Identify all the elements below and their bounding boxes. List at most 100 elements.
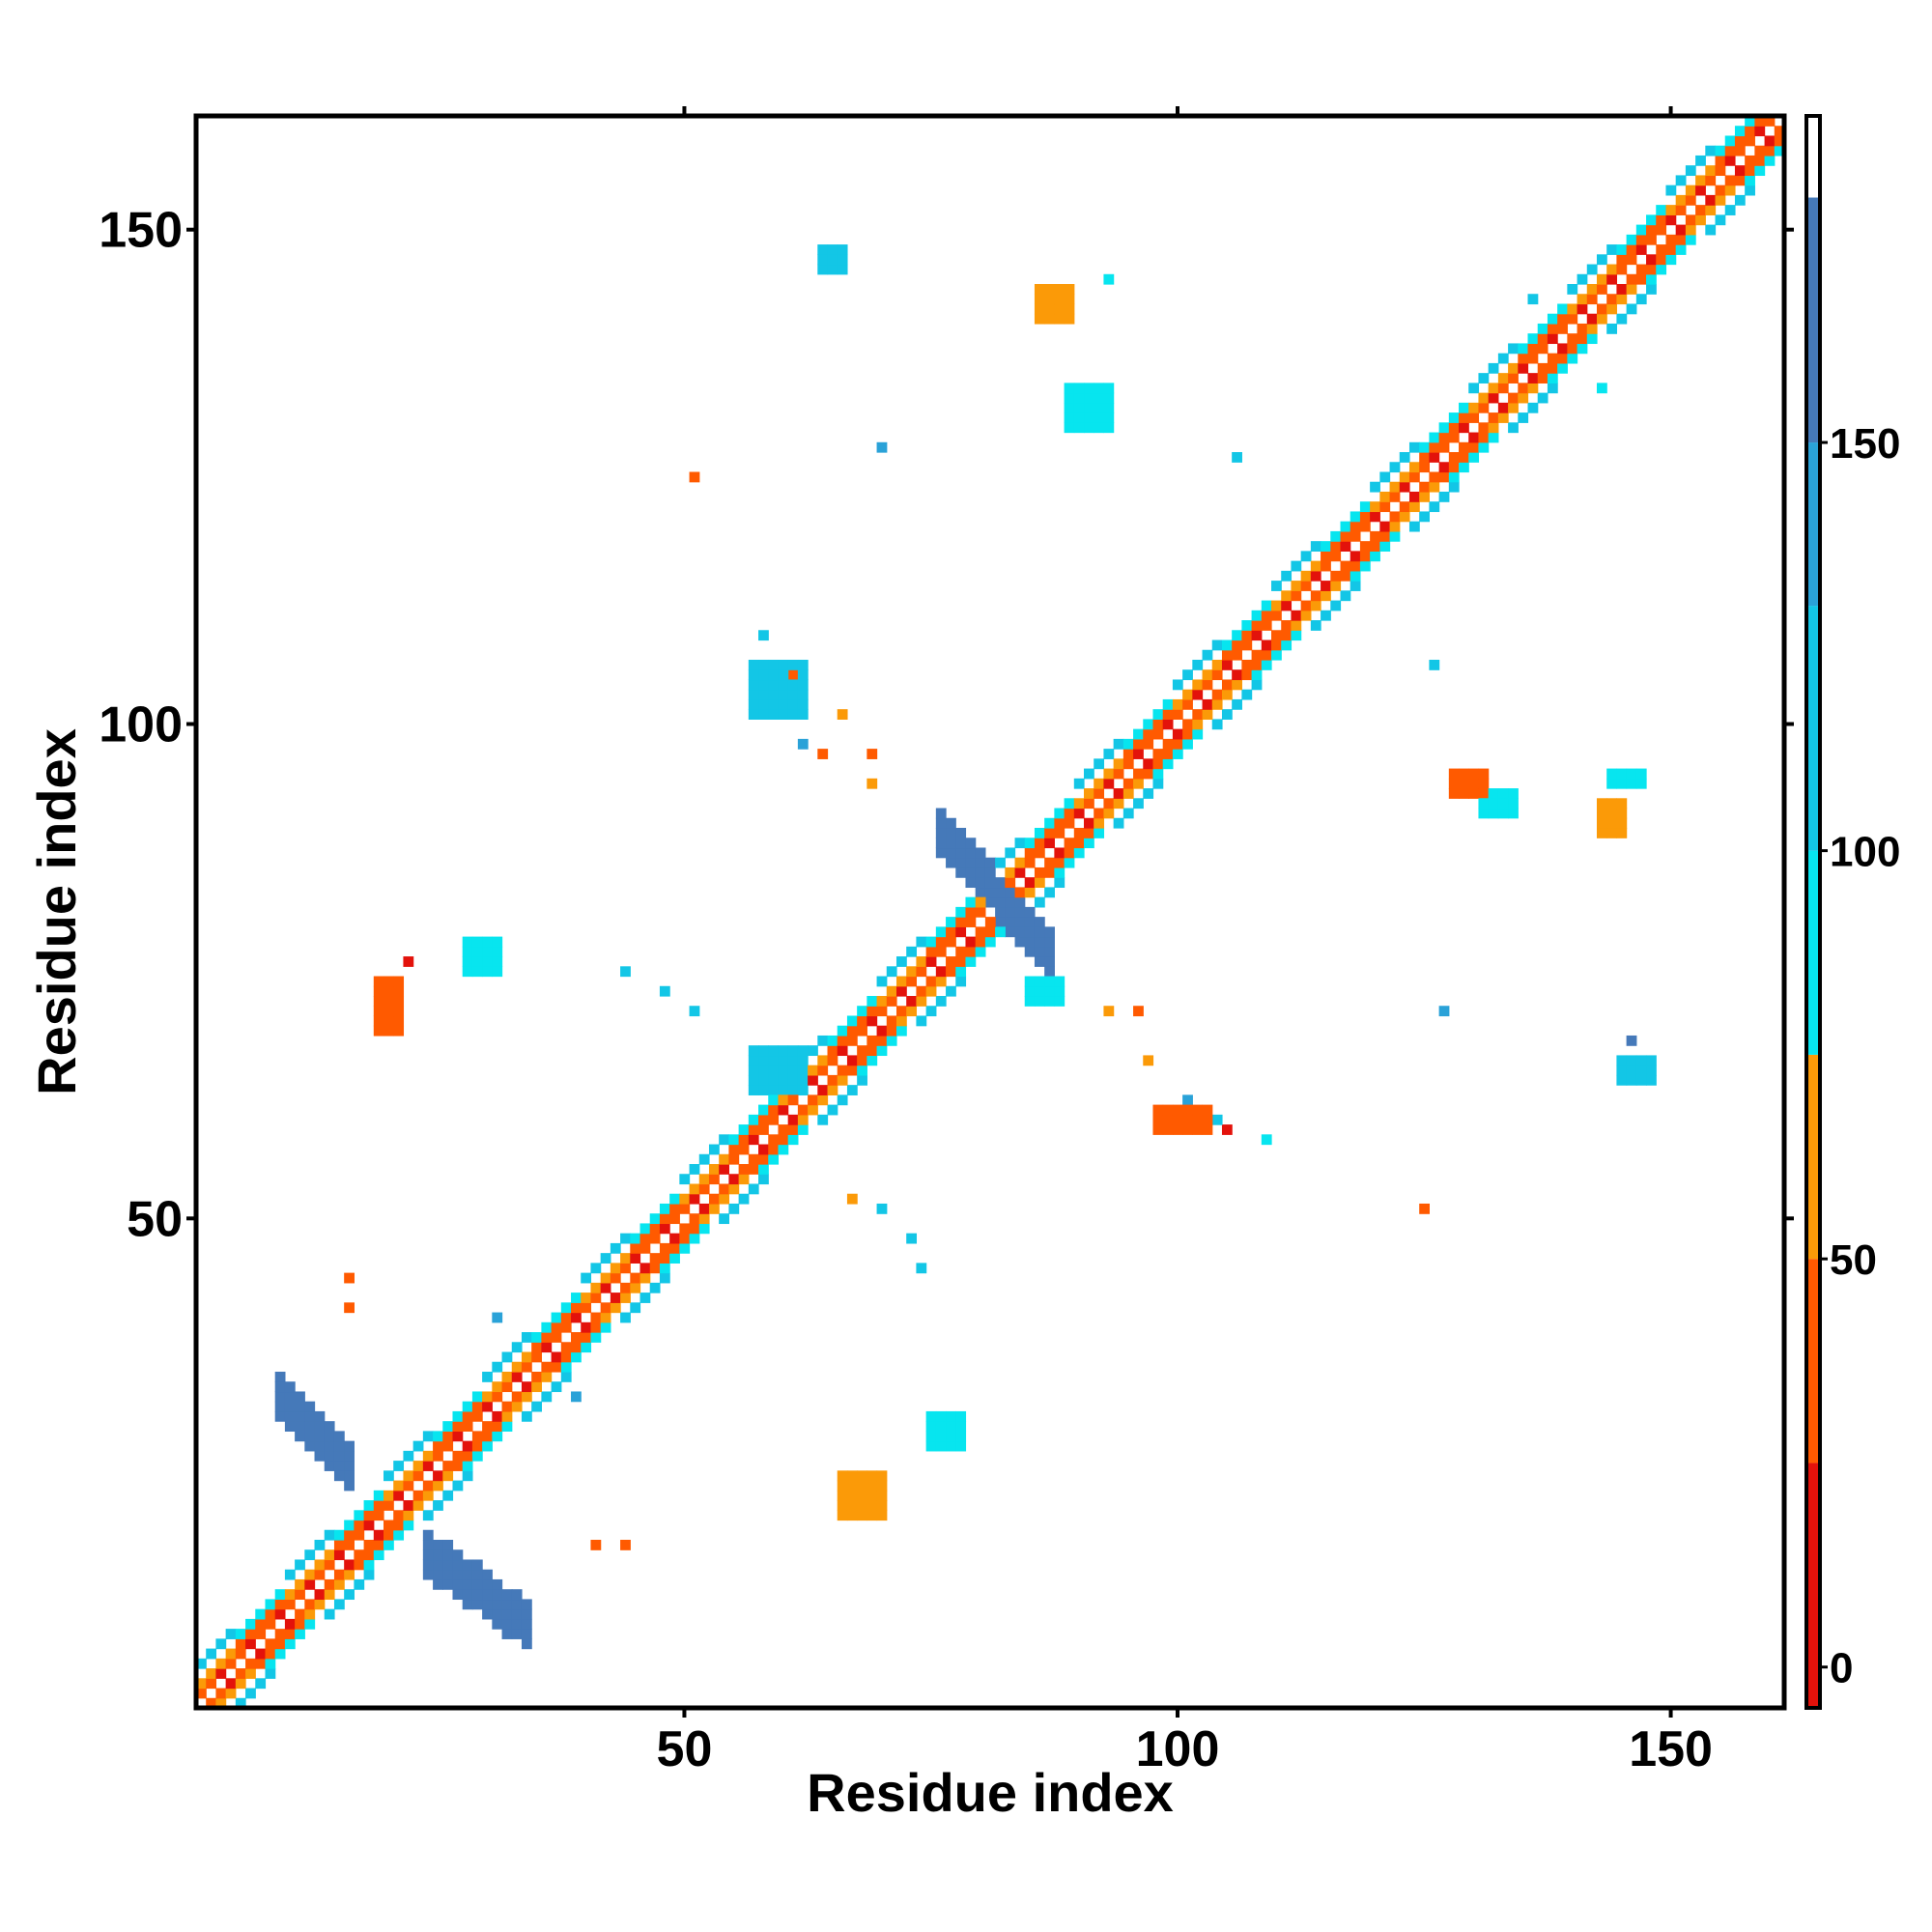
contact-patch-cell xyxy=(1064,313,1075,325)
contact-patch-cell xyxy=(442,1569,454,1580)
diagonal-contact-cell xyxy=(284,1638,296,1650)
contact-patch-cell xyxy=(492,1618,503,1630)
diagonal-contact-cell xyxy=(284,1618,296,1630)
diagonal-contact-cell xyxy=(975,936,986,948)
diagonal-contact-cell xyxy=(698,1213,710,1225)
contact-patch-cell xyxy=(433,1569,443,1580)
diagonal-contact-cell xyxy=(412,1500,424,1511)
diagonal-contact-cell xyxy=(1054,847,1065,859)
contact-patch-cell xyxy=(324,1461,335,1471)
diagonal-contact-cell xyxy=(1261,649,1272,661)
contact-patch-cell xyxy=(955,1410,967,1422)
contact-patch-cell xyxy=(846,1510,858,1521)
diagonal-contact-cell xyxy=(1626,273,1637,285)
diagonal-contact-cell xyxy=(1715,155,1726,166)
diagonal-contact-cell xyxy=(560,1361,572,1373)
contact-patch-cell xyxy=(758,679,769,691)
diagonal-contact-cell xyxy=(1133,798,1144,810)
diagonal-contact-cell xyxy=(1310,600,1321,611)
diagonal-contact-cell xyxy=(689,1233,700,1244)
diagonal-contact-cell xyxy=(946,936,956,948)
diagonal-contact-cell xyxy=(946,917,956,927)
contact-point xyxy=(817,749,829,759)
contact-patch-cell xyxy=(758,709,769,720)
diagonal-contact-cell xyxy=(778,1094,789,1106)
diagonal-contact-cell xyxy=(225,1688,237,1699)
diagonal-contact-cell xyxy=(1084,817,1094,829)
diagonal-contact-cell xyxy=(462,1421,473,1432)
contact-patch-cell xyxy=(304,1401,316,1412)
diagonal-contact-cell xyxy=(995,857,1006,868)
diagonal-contact-cell xyxy=(1419,441,1430,453)
diagonal-contact-cell xyxy=(955,906,967,918)
diagonal-contact-cell xyxy=(1745,155,1755,166)
contact-patch-cell xyxy=(1646,1065,1657,1076)
diagonal-contact-cell xyxy=(560,1321,572,1333)
diagonal-contact-cell xyxy=(1448,422,1460,434)
diagonal-contact-cell xyxy=(1606,294,1618,305)
contact-patch-cell xyxy=(1606,817,1618,829)
diagonal-contact-cell xyxy=(245,1658,256,1669)
diagonal-contact-cell xyxy=(719,1213,729,1225)
diagonal-contact-cell xyxy=(1497,383,1509,394)
contact-patch-cell xyxy=(482,1578,493,1590)
diagonal-contact-cell xyxy=(808,1045,818,1057)
diagonal-contact-cell xyxy=(344,1529,355,1541)
diagonal-contact-cell xyxy=(719,1193,729,1205)
diagonal-contact-cell xyxy=(778,1124,789,1135)
contact-patch-cell xyxy=(511,1629,523,1639)
diagonal-contact-cell xyxy=(422,1431,434,1442)
contact-patch-cell xyxy=(778,689,789,700)
diagonal-contact-cell xyxy=(471,1401,483,1412)
diagonal-contact-cell xyxy=(551,1381,562,1393)
diagonal-contact-cell xyxy=(1429,501,1440,513)
diagonal-contact-cell xyxy=(1202,649,1213,661)
diagonal-contact-cell xyxy=(768,1153,780,1165)
diagonal-contact-cell xyxy=(1665,234,1677,245)
contact-patch-cell xyxy=(758,689,769,700)
contact-patch-cell xyxy=(975,867,986,878)
colorbar-tick-label: 100 xyxy=(1830,829,1900,876)
contact-patch-cell xyxy=(758,1085,769,1095)
colorbar-band xyxy=(1806,1054,1820,1260)
diagonal-contact-cell xyxy=(442,1421,454,1432)
contact-patch-cell xyxy=(511,1589,523,1601)
contact-patch-cell xyxy=(511,1618,523,1630)
diagonal-contact-cell xyxy=(1577,294,1588,305)
diagonal-contact-cell xyxy=(1133,749,1144,759)
contact-patch-cell xyxy=(442,1578,454,1590)
diagonal-contact-cell xyxy=(1359,551,1371,562)
contact-patch-cell xyxy=(1508,808,1519,819)
diagonal-contact-cell xyxy=(1321,581,1331,591)
contact-patch-cell xyxy=(867,1490,878,1501)
diagonal-contact-cell xyxy=(1557,353,1568,364)
diagonal-contact-cell xyxy=(1300,581,1312,591)
contact-patch-cell xyxy=(857,1490,867,1501)
diagonal-contact-cell xyxy=(808,1104,818,1116)
diagonal-contact-cell xyxy=(610,1263,621,1274)
contact-patch-cell xyxy=(1448,778,1460,789)
diagonal-contact-cell xyxy=(1656,254,1667,266)
diagonal-contact-cell xyxy=(541,1361,553,1373)
contact-patch-cell xyxy=(1459,768,1469,780)
diagonal-contact-cell xyxy=(787,1134,799,1146)
diagonal-contact-cell xyxy=(837,1045,848,1057)
diagonal-contact-cell xyxy=(1310,541,1321,552)
diagonal-contact-cell xyxy=(1221,709,1233,720)
diagonal-contact-cell xyxy=(895,1015,907,1027)
contact-patch-cell xyxy=(462,1578,473,1590)
diagonal-contact-cell xyxy=(1518,392,1529,404)
contact-patch-cell xyxy=(946,1431,956,1442)
contact-patch-cell xyxy=(492,936,503,948)
contact-point xyxy=(758,630,769,641)
diagonal-contact-cell xyxy=(1152,709,1164,720)
diagonal-contact-cell xyxy=(1685,185,1696,196)
diagonal-contact-cell xyxy=(1054,808,1065,819)
diagonal-contact-cell xyxy=(738,1144,750,1155)
diagonal-contact-cell xyxy=(906,966,918,978)
diagonal-contact-cell xyxy=(1103,768,1115,780)
diagonal-contact-cell xyxy=(1448,432,1460,443)
contact-point xyxy=(876,441,888,453)
diagonal-contact-cell xyxy=(206,1668,217,1679)
diagonal-contact-cell xyxy=(857,1006,867,1017)
